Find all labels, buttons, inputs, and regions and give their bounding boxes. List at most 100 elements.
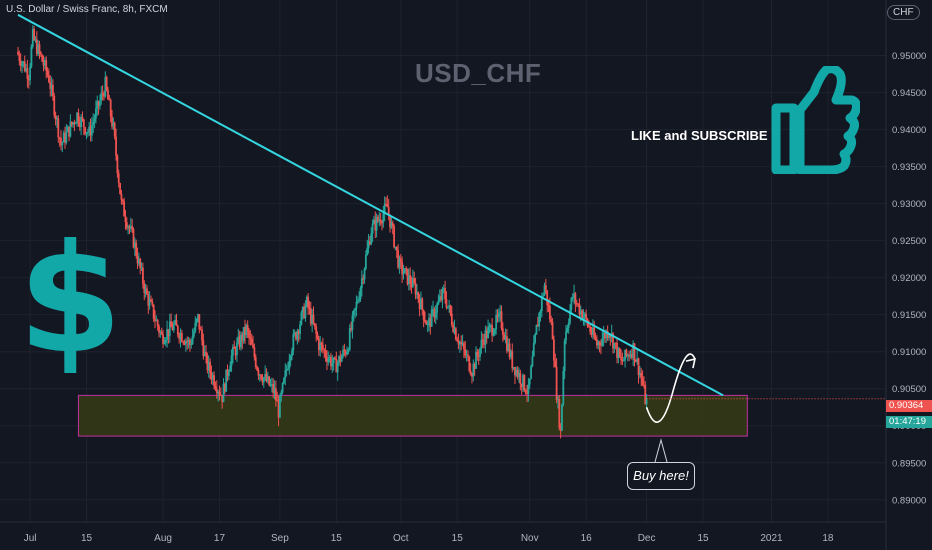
candle-body xyxy=(242,327,245,341)
candle-body xyxy=(581,310,584,320)
candle-body xyxy=(633,343,636,361)
candle-body xyxy=(307,296,310,308)
candle-body xyxy=(606,331,609,338)
candle-body xyxy=(215,388,218,394)
price-tick-label: 0.91000 xyxy=(892,347,926,358)
candle-body xyxy=(272,384,275,393)
candle-body xyxy=(73,122,76,125)
candle-body xyxy=(237,336,240,343)
candle-body xyxy=(593,327,596,338)
candle-body xyxy=(485,330,488,338)
candle-body xyxy=(21,63,23,67)
candle-body xyxy=(565,331,567,341)
candle-body xyxy=(199,329,202,331)
candle-body xyxy=(352,310,355,316)
candle-body xyxy=(123,201,126,217)
candle-body xyxy=(496,315,499,318)
time-tick-label: 17 xyxy=(214,533,226,544)
candle-body xyxy=(547,304,550,307)
candle-body xyxy=(409,275,412,284)
trendline-group xyxy=(17,13,724,397)
candle-body xyxy=(604,332,606,339)
candle-body xyxy=(348,328,351,350)
candle-body xyxy=(128,226,131,229)
candle-body xyxy=(46,71,49,76)
candle-body xyxy=(158,326,160,333)
candle-body xyxy=(475,352,477,369)
candle-body xyxy=(171,327,174,331)
candle-body xyxy=(111,116,113,127)
candle-body xyxy=(190,343,193,345)
candle-body xyxy=(454,328,457,340)
currency-badge[interactable]: CHF xyxy=(887,5,920,20)
candle-body xyxy=(35,39,38,55)
candle-body xyxy=(398,258,401,268)
candle-body xyxy=(579,310,582,315)
candle-body xyxy=(351,315,354,330)
candle-body xyxy=(116,155,119,174)
candle-body xyxy=(355,301,358,309)
candle-body xyxy=(497,312,500,318)
candle-body xyxy=(227,371,230,376)
candle-body xyxy=(41,54,44,62)
candle-body xyxy=(373,219,375,224)
candle-body xyxy=(414,282,417,295)
candle-body xyxy=(375,216,378,231)
candle-body xyxy=(634,360,637,362)
candle-body xyxy=(268,376,271,386)
candle-body xyxy=(601,338,604,346)
candle-body xyxy=(112,122,115,127)
candle-body xyxy=(613,342,616,349)
candle-body xyxy=(420,298,422,310)
candle-body xyxy=(86,132,89,134)
candle-body xyxy=(269,384,272,386)
price-tick-label: 0.91500 xyxy=(892,310,926,321)
candle-body xyxy=(304,305,307,319)
candle-body xyxy=(571,297,574,299)
candle-body xyxy=(523,374,526,391)
candle-body xyxy=(103,94,105,97)
candle-body xyxy=(132,229,135,248)
candle-body xyxy=(45,60,48,72)
candle-body xyxy=(472,363,475,377)
candle-body xyxy=(324,350,327,357)
candle-body xyxy=(377,216,379,221)
candle-body xyxy=(201,329,203,341)
callout-pointer xyxy=(654,438,668,463)
candle-body xyxy=(164,339,167,343)
price-axis: 0.890000.895000.900000.905000.910000.915… xyxy=(892,51,926,506)
candle-body xyxy=(104,77,107,97)
candle-body xyxy=(540,296,543,312)
price-tick-label: 0.89500 xyxy=(892,458,926,469)
candle-body xyxy=(501,328,504,335)
candle-body xyxy=(170,321,173,328)
candle-body xyxy=(434,312,437,318)
candle-body xyxy=(187,339,190,342)
candle-body xyxy=(587,325,590,327)
candle-body xyxy=(225,369,228,392)
candle-body xyxy=(250,338,253,345)
projection-curve xyxy=(645,353,696,423)
candle-body xyxy=(256,366,258,370)
candle-body xyxy=(197,314,199,319)
candle-body xyxy=(234,349,237,356)
candle-body xyxy=(64,132,66,143)
candle-body xyxy=(183,342,186,345)
buy-here-callout[interactable]: Buy here! xyxy=(627,462,695,490)
candle-body xyxy=(563,340,566,372)
candle-body xyxy=(578,304,581,315)
candle-body xyxy=(144,288,147,293)
candle-body xyxy=(371,223,374,234)
candle-body xyxy=(630,354,633,358)
time-tick-label: 15 xyxy=(697,533,709,544)
candle-body xyxy=(270,384,273,386)
candle-body xyxy=(616,342,618,358)
candle-body xyxy=(538,313,541,327)
candle-body xyxy=(386,204,389,208)
candle-body xyxy=(520,383,523,387)
candle-body xyxy=(413,278,416,283)
candle-body xyxy=(217,391,220,394)
candle-body xyxy=(135,242,138,256)
candle-body xyxy=(590,331,593,335)
